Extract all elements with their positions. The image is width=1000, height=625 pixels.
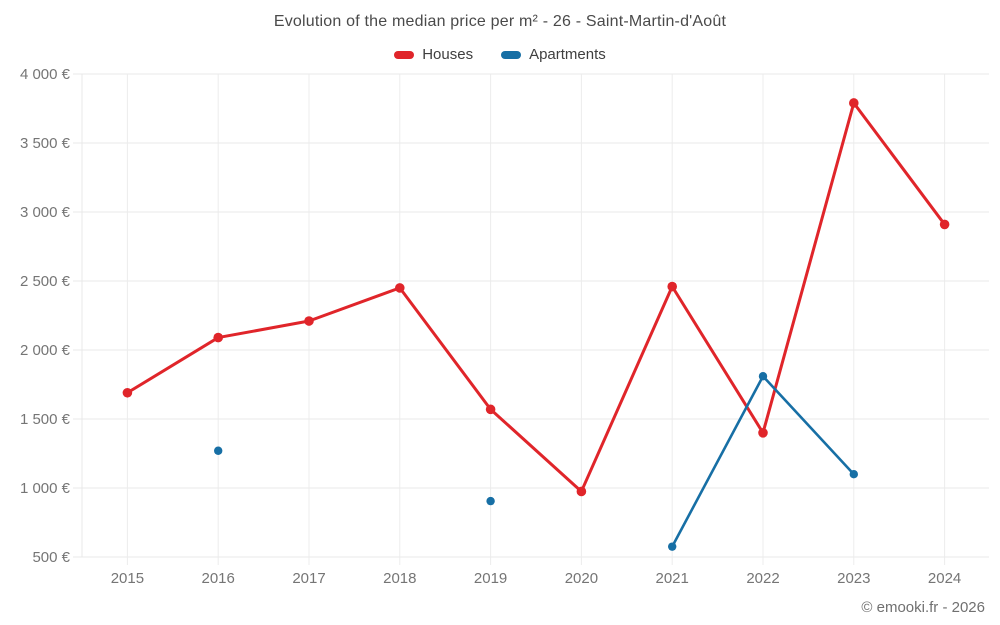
data-point-houses-2020[interactable] (576, 486, 587, 497)
y-tick-label: 3 500 € (20, 135, 71, 152)
data-point-houses-2019[interactable] (485, 404, 496, 415)
legend: Houses Apartments (0, 46, 1000, 63)
y-tick-label: 2 000 € (20, 342, 71, 359)
data-point-apartments-2016[interactable] (214, 446, 223, 455)
x-tick-label: 2022 (746, 570, 779, 587)
legend-label-houses: Houses (422, 46, 474, 63)
chart-title: Evolution of the median price per m² - 2… (273, 13, 727, 30)
data-point-houses-2023[interactable] (849, 98, 859, 108)
data-point-houses-2018[interactable] (395, 283, 405, 293)
y-tick-label: 2 500 € (20, 273, 71, 290)
data-point-apartments-2022[interactable] (758, 372, 768, 381)
x-tick-label: 2020 (565, 570, 598, 587)
data-point-houses-2022[interactable] (758, 428, 768, 438)
x-tick-label: 2016 (202, 570, 235, 587)
series-line-houses (125, 101, 947, 493)
x-tick-label: 2018 (383, 570, 416, 587)
data-point-apartments-2019[interactable] (486, 496, 495, 506)
apartments-series-swatch (501, 50, 522, 59)
data-point-houses-2016[interactable] (213, 332, 223, 343)
y-tick-label: 500 € (32, 549, 70, 566)
x-tick-label: 2017 (292, 570, 325, 587)
data-point-houses-2024[interactable] (939, 219, 950, 230)
legend-label-apartments: Apartments (529, 46, 606, 63)
x-tick-label: 2023 (837, 570, 870, 587)
data-point-houses-2017[interactable] (304, 316, 314, 326)
x-tick-label: 2019 (474, 570, 507, 587)
x-tick-label: 2021 (656, 570, 689, 587)
y-tick-label: 3 000 € (20, 204, 71, 221)
data-point-apartments-2023[interactable] (849, 470, 858, 479)
legend-item-houses[interactable]: Houses (394, 46, 473, 63)
legend-item-apartments[interactable]: Apartments (501, 46, 606, 63)
data-point-houses-2015[interactable] (122, 387, 133, 398)
x-tick-label: 2015 (111, 570, 144, 587)
y-tick-label: 4 000 € (20, 66, 71, 83)
copyright-credit: © emooki.fr - 2026 (861, 599, 985, 616)
houses-series-swatch (394, 50, 415, 59)
data-point-apartments-2021[interactable] (668, 542, 677, 551)
y-tick-label: 1 500 € (20, 411, 71, 428)
y-tick-label: 1 000 € (20, 480, 71, 497)
x-tick-label: 2024 (928, 570, 961, 587)
data-point-houses-2021[interactable] (667, 281, 677, 292)
